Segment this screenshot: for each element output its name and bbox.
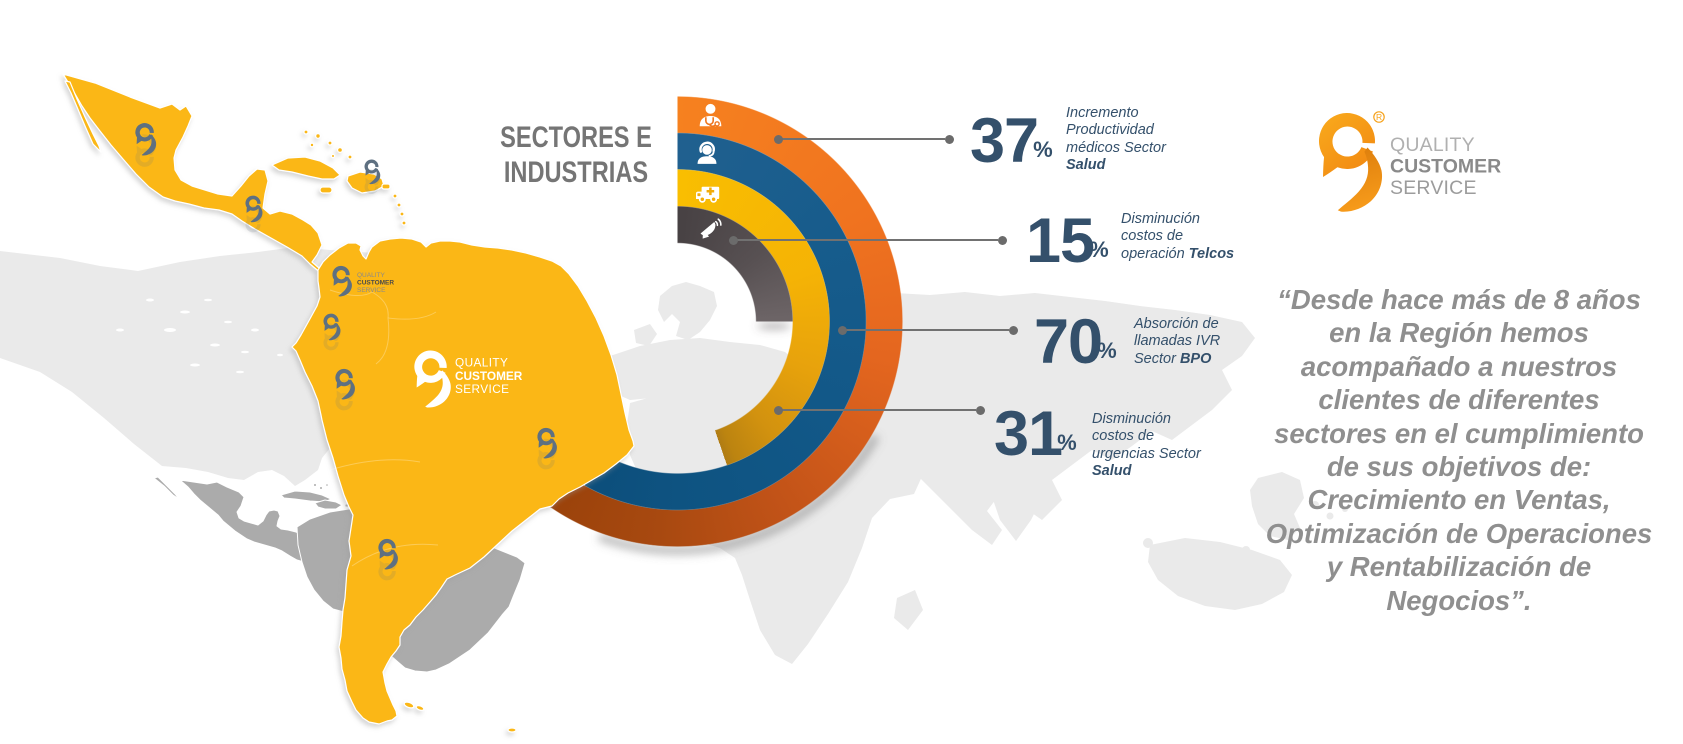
svg-text:SERVICE: SERVICE: [357, 287, 386, 294]
svg-text:QUALITY: QUALITY: [1390, 134, 1475, 156]
svg-text:CUSTOMER: CUSTOMER: [357, 280, 394, 287]
svg-text:QUALITY: QUALITY: [455, 356, 508, 370]
svg-text:CUSTOMER: CUSTOMER: [455, 369, 523, 383]
svg-text:CUSTOMER: CUSTOMER: [1390, 156, 1501, 178]
svg-text:R: R: [1376, 112, 1382, 122]
svg-text:QUALITY: QUALITY: [357, 272, 385, 279]
svg-text:SERVICE: SERVICE: [455, 382, 509, 396]
svg-text:SERVICE: SERVICE: [1390, 177, 1477, 199]
